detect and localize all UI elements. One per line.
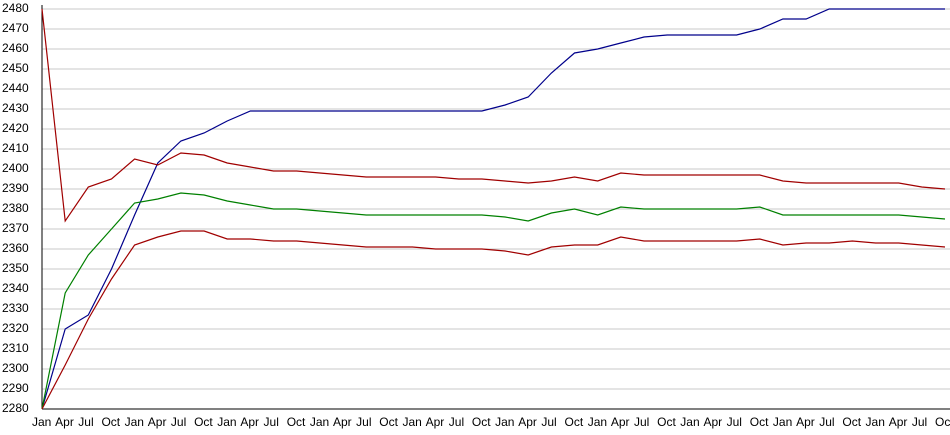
x-tick-label: Jul	[819, 415, 834, 429]
y-tick-label: 2450	[2, 61, 29, 75]
y-tick-label: 2310	[2, 341, 29, 355]
x-tick-label: Apr	[148, 415, 167, 429]
x-tick-label: Jul	[356, 415, 371, 429]
x-tick-label: Oct	[194, 415, 213, 429]
x-tick-label: Oct	[287, 415, 306, 429]
x-tick-label: Oct	[935, 415, 950, 429]
series-line	[41, 8, 945, 410]
y-tick-label: 2330	[2, 301, 29, 315]
x-tick-label: Jan	[32, 415, 51, 429]
x-tick-label: Jul	[78, 415, 93, 429]
x-tick-label: Oct	[379, 415, 398, 429]
x-tick-label: Jan	[680, 415, 699, 429]
x-tick-label: Jul	[264, 415, 279, 429]
y-tick-label: 2480	[2, 1, 29, 15]
y-tick-label: 2460	[2, 41, 29, 55]
x-tick-label: Apr	[518, 415, 537, 429]
y-tick-label: 2370	[2, 221, 29, 235]
y-tick-label: 2470	[2, 21, 29, 35]
x-tick-label: Apr	[611, 415, 630, 429]
y-tick-label: 2340	[2, 281, 29, 295]
y-tick-label: 2400	[2, 161, 29, 175]
x-tick-label: Oct	[472, 415, 491, 429]
x-tick-label: Jul	[171, 415, 186, 429]
x-tick-label: Jan	[495, 415, 514, 429]
x-tick-label: Apr	[703, 415, 722, 429]
x-tick-label: Jan	[125, 415, 144, 429]
x-tick-label: Jul	[449, 415, 464, 429]
y-tick-label: 2420	[2, 121, 29, 135]
x-tick-label: Oct	[101, 415, 120, 429]
y-tick-label: 2440	[2, 81, 29, 95]
y-tick-label: 2290	[2, 381, 29, 395]
x-tick-label: Oct	[842, 415, 861, 429]
y-tick-label: 2350	[2, 261, 29, 275]
x-tick-label: Oct	[657, 415, 676, 429]
x-tick-label: Jan	[773, 415, 792, 429]
x-tick-label: Apr	[55, 415, 74, 429]
x-tick-label: Apr	[333, 415, 352, 429]
x-tick-label: Jan	[588, 415, 607, 429]
series-line	[41, 8, 946, 223]
x-tick-label: Oct	[750, 415, 769, 429]
y-tick-label: 2300	[2, 361, 29, 375]
x-tick-label: Jul	[912, 415, 927, 429]
x-tick-label: Oct	[565, 415, 584, 429]
y-tick-label: 2430	[2, 101, 29, 115]
y-tick-label: 2360	[2, 241, 29, 255]
x-tick-label: Apr	[796, 415, 815, 429]
x-tick-label: Jan	[402, 415, 421, 429]
x-tick-label: Jan	[866, 415, 885, 429]
y-tick-label: 2410	[2, 141, 29, 155]
y-tick-label: 2380	[2, 201, 29, 215]
y-tick-label: 2320	[2, 321, 29, 335]
x-tick-label: Jul	[634, 415, 649, 429]
x-tick-label: Jul	[727, 415, 742, 429]
x-tick-label: Jul	[541, 415, 556, 429]
y-tick-label: 2280	[2, 401, 29, 415]
x-tick-label: Jan	[310, 415, 329, 429]
x-tick-label: Apr	[889, 415, 908, 429]
x-tick-label: Apr	[426, 415, 445, 429]
y-tick-label: 2390	[2, 181, 29, 195]
series-line	[41, 192, 946, 410]
x-tick-label: Jan	[217, 415, 236, 429]
x-tick-label: Apr	[240, 415, 259, 429]
series-line	[41, 230, 946, 410]
